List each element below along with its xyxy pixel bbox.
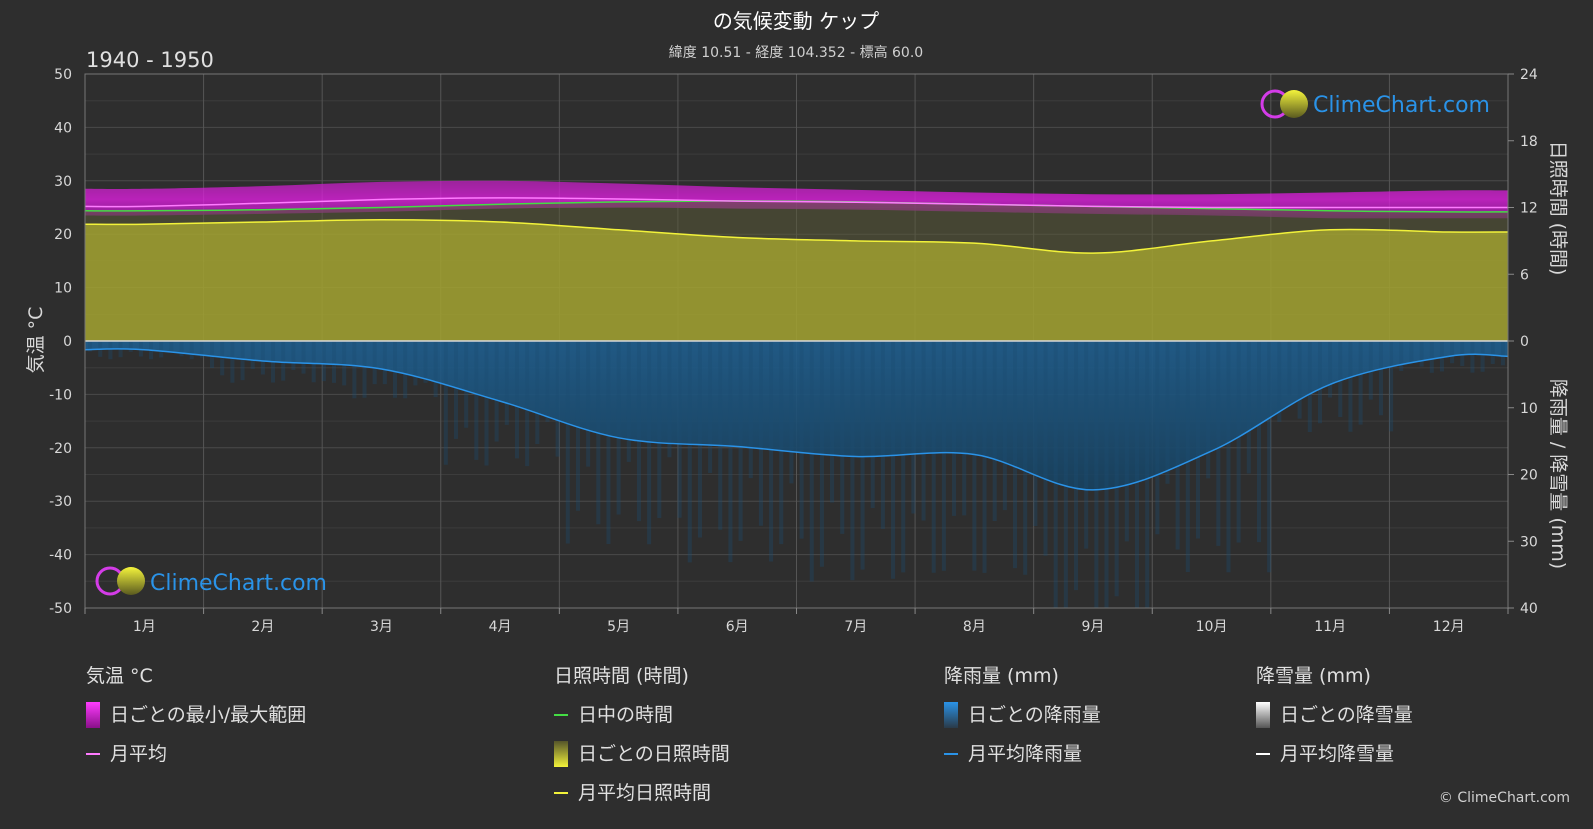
month-label: 9月 [1081, 619, 1104, 635]
right-axis-top-label: 日照時間 (時間) [1547, 141, 1569, 276]
right-axis: 24 18 12 6 0 10 20 30 40 [1508, 67, 1538, 617]
legend-item-sunshine-mean: 月平均日照時間 [578, 782, 711, 804]
month-label: 6月 [726, 619, 749, 635]
sunshine-mean-line [85, 218, 1508, 254]
right-bottom-tick-label: 10 [1520, 401, 1538, 417]
month-label: 11月 [1314, 619, 1346, 635]
right-axis-bottom-label: 降雨量 / 降雪量 (mm) [1547, 379, 1569, 569]
legend-item-sunshine: 日ごとの日照時間 [578, 743, 730, 765]
month-label: 10月 [1196, 619, 1228, 635]
right-bottom-tick-label: 30 [1520, 534, 1538, 550]
left-tick-label: 30 [54, 174, 72, 190]
left-tick-label: -20 [49, 441, 72, 457]
chart-subtitle: 緯度 10.51 - 経度 104.352 - 標高 60.0 [669, 44, 923, 61]
legend-item-temp-range: 日ごとの最小/最大範囲 [110, 704, 306, 726]
legend-item-temp-mean: 月平均 [110, 743, 167, 765]
x-axis: 1月 2月 3月 4月 5月 6月 7月 8月 9月 10月 11月 12月 [84, 608, 1509, 635]
month-label: 2月 [251, 619, 274, 635]
legend-group-rain: 降雨量 (mm) 日ごとの降雨量 月平均降雨量 [944, 665, 1101, 765]
chart-title: の気候変動 ケップ [713, 9, 879, 33]
legend-item-rain: 日ごとの降雨量 [968, 704, 1101, 726]
left-tick-label: 0 [63, 334, 72, 350]
legend-item-daylight: 日中の時間 [578, 704, 673, 726]
legend-title-rain: 降雨量 (mm) [944, 665, 1059, 687]
legend-group-temperature: 気温 °C 日ごとの最小/最大範囲 月平均 [86, 665, 306, 765]
sunshine-area [85, 200, 1508, 341]
left-tick-label: -40 [49, 548, 72, 564]
left-tick-label: 40 [54, 120, 72, 136]
legend-group-sunshine: 日照時間 (時間) 日中の時間 日ごとの日照時間 月平均日照時間 [554, 665, 730, 804]
legend-title-sunshine: 日照時間 (時間) [554, 665, 689, 687]
legend-swatch-sunshine [554, 741, 568, 767]
legend: 気温 °C 日ごとの最小/最大範囲 月平均 日照時間 (時間) 日中の時間 日ご… [86, 665, 1413, 804]
month-label: 5月 [607, 619, 630, 635]
left-tick-label: -30 [49, 494, 72, 510]
rain-fill [85, 341, 1508, 490]
left-axis: 50 40 30 20 10 0 -10 -20 -30 -40 -50 [49, 67, 72, 617]
legend-swatch-rain [944, 702, 958, 728]
copyright: © ClimeChart.com [1439, 790, 1570, 806]
rain-area [85, 341, 1508, 608]
plot-area [84, 73, 1509, 609]
daylight-gap-fill [85, 200, 1508, 254]
logo-sun-icon [1280, 90, 1308, 118]
right-bottom-tick-label: 40 [1520, 601, 1538, 617]
watermark-logo-bottom: ClimeChart.com [95, 566, 327, 596]
left-tick-label: -50 [49, 601, 72, 617]
right-top-tick-label: 12 [1520, 201, 1538, 217]
left-axis-label: 気温 °C [25, 307, 47, 374]
rain-mean-line [85, 348, 1508, 491]
right-bottom-tick-label: 20 [1520, 468, 1538, 484]
right-top-tick-label: 24 [1520, 67, 1538, 83]
watermark-logo-top: ClimeChart.com [1260, 89, 1490, 119]
month-label: 8月 [963, 619, 986, 635]
left-tick-label: -10 [49, 387, 72, 403]
month-label: 4月 [489, 619, 512, 635]
right-top-tick-label: 6 [1520, 267, 1529, 283]
right-top-tick-label: 0 [1520, 334, 1529, 350]
logo-sun-icon [117, 567, 145, 595]
watermark-text-top: ClimeChart.com [1313, 93, 1490, 118]
legend-group-snow: 降雪量 (mm) 日ごとの降雪量 月平均降雪量 [1256, 665, 1413, 765]
month-label: 1月 [133, 619, 156, 635]
legend-swatch-temp-range [86, 702, 100, 728]
period-label: 1940 - 1950 [86, 48, 214, 72]
temp-mean-line [85, 197, 1508, 209]
right-top-tick-label: 18 [1520, 134, 1538, 150]
series-lines [85, 197, 1508, 491]
sunshine-fill [85, 219, 1508, 341]
month-label: 12月 [1433, 619, 1465, 635]
legend-swatch-snow [1256, 702, 1270, 728]
month-label: 7月 [844, 619, 867, 635]
month-label: 3月 [370, 619, 393, 635]
legend-title-temperature: 気温 °C [86, 665, 153, 687]
left-tick-label: 20 [54, 227, 72, 243]
left-tick-label: 10 [54, 281, 72, 297]
legend-item-snow-mean: 月平均降雪量 [1280, 743, 1394, 765]
legend-item-snow: 日ごとの降雪量 [1280, 704, 1413, 726]
left-tick-label: 50 [54, 67, 72, 83]
legend-item-rain-mean: 月平均降雨量 [968, 743, 1082, 765]
watermark-text-bottom: ClimeChart.com [150, 571, 327, 596]
legend-title-snow: 降雪量 (mm) [1256, 665, 1371, 687]
